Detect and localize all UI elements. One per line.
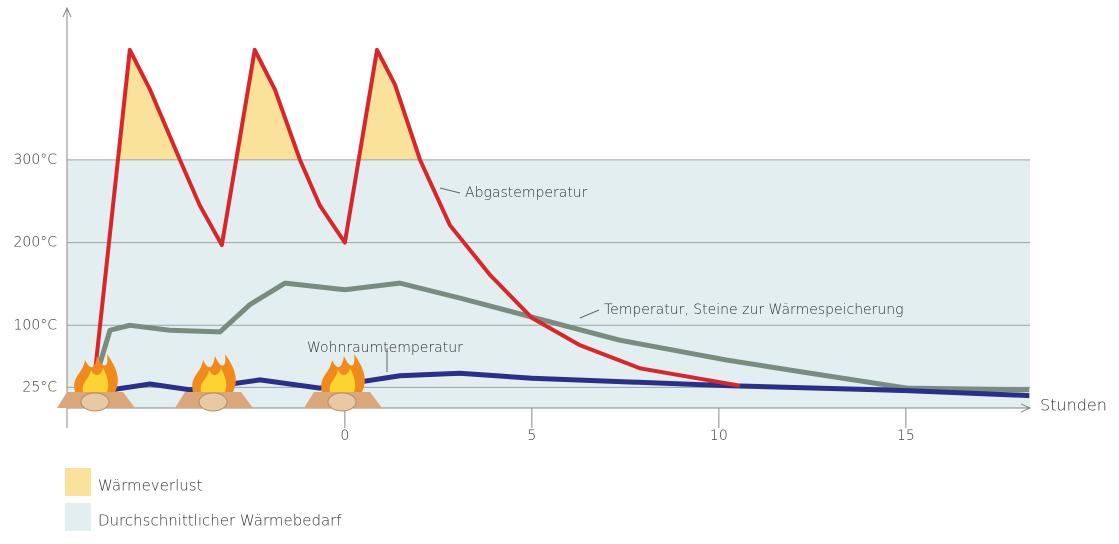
heat-loss-area bbox=[95, 49, 740, 160]
y-tick-label: 100°C bbox=[14, 317, 58, 333]
legend-label: Durchschnittlicher Wärmebedarf bbox=[98, 512, 342, 530]
x-tick-label: 5 bbox=[527, 428, 536, 444]
y-tick-label: 300°C bbox=[14, 152, 58, 168]
x-tick-label: 10 bbox=[710, 428, 728, 444]
series-label: Abgastemperatur bbox=[465, 185, 588, 201]
x-tick-label: 15 bbox=[897, 428, 915, 444]
legend-swatch bbox=[65, 503, 91, 531]
legend-swatch bbox=[65, 468, 91, 496]
series-label: Temperatur, Steine zur Wärmespeicherung bbox=[604, 302, 904, 318]
leader-line bbox=[579, 309, 600, 319]
x-axis-label: Stunden bbox=[1040, 396, 1107, 415]
line-1 bbox=[92, 280, 1030, 393]
line-0 bbox=[93, 47, 741, 388]
y-tick-label: 25°C bbox=[22, 379, 57, 395]
series-label: Wohnraumtemperatur bbox=[307, 340, 463, 356]
line-2 bbox=[94, 370, 1030, 399]
legend-label: Wärmeverlust bbox=[98, 477, 203, 495]
y-tick-label: 200°C bbox=[14, 235, 58, 251]
x-tick-label: 0 bbox=[340, 428, 349, 444]
leader-line bbox=[439, 187, 461, 194]
